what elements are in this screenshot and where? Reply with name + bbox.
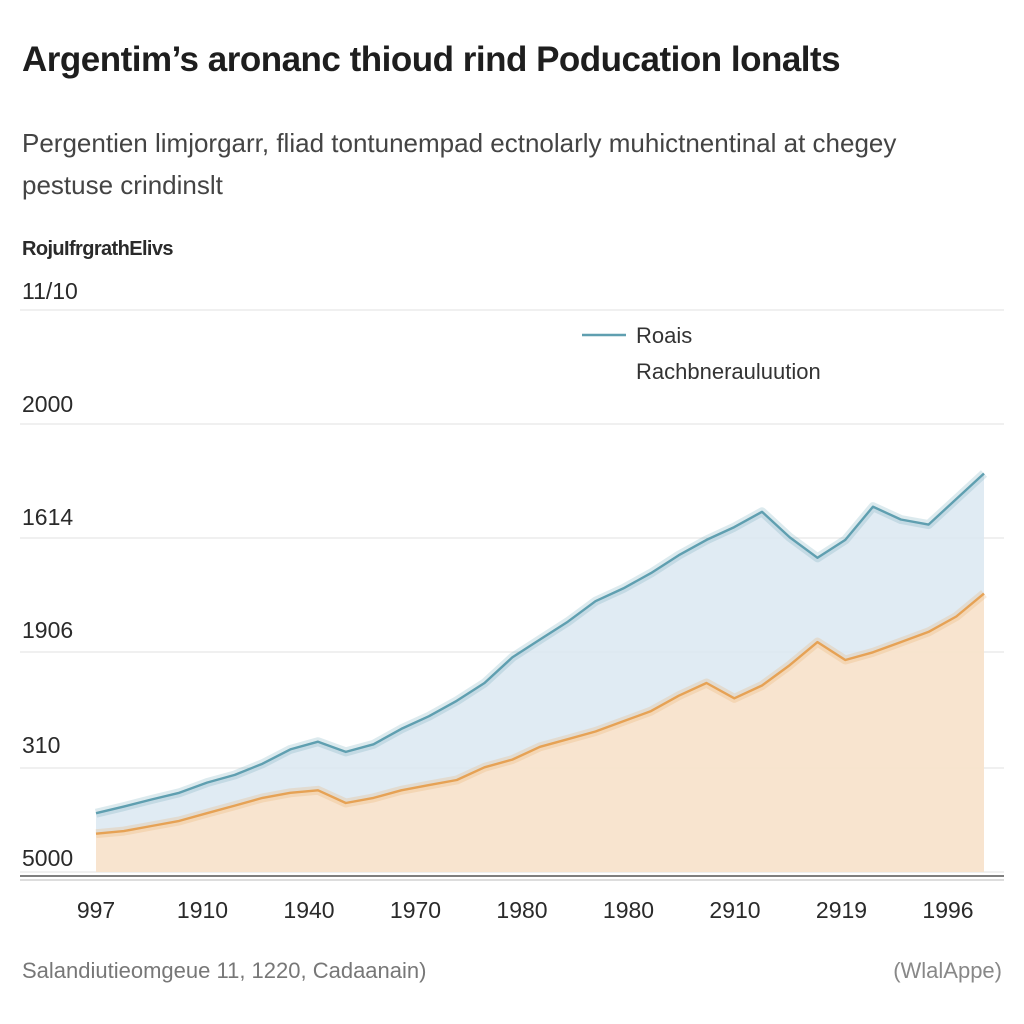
series-areas xyxy=(96,473,984,872)
series-line xyxy=(95,472,985,815)
y-tick-label: 1614 xyxy=(22,504,73,530)
x-tick-label: 1980 xyxy=(603,897,654,923)
series-lines xyxy=(94,470,988,839)
chart-subtitle: Pergentien limjorgarr, fliad tontunempad… xyxy=(22,128,897,200)
x-tick-label: 1940 xyxy=(283,897,334,923)
legend-label: Rachbnerauluution xyxy=(636,359,821,384)
chart-title: Argentim’s aronanc thioud rind Poducatio… xyxy=(22,40,841,79)
x-tick-label: 1980 xyxy=(496,897,547,923)
x-tick-label: 1996 xyxy=(922,897,973,923)
y-tick-label: 1906 xyxy=(22,617,73,643)
y-tick-label: 2000 xyxy=(22,391,73,417)
legend-label: Roais xyxy=(636,323,692,348)
x-tick-label: 2919 xyxy=(816,897,867,923)
x-tick-label: 1910 xyxy=(177,897,228,923)
x-tick-label: 2910 xyxy=(709,897,760,923)
axes xyxy=(20,875,1004,881)
y-tick-label: 11/10 xyxy=(22,278,78,304)
y-tick-label: 310 xyxy=(22,732,60,758)
x-tick-label: 1970 xyxy=(390,897,441,923)
series-area xyxy=(96,593,984,872)
y-tick-label: 5000 xyxy=(22,845,73,871)
credit-note: (WlalAppe) xyxy=(893,958,1002,983)
x-tick-label: 997 xyxy=(77,897,115,923)
series-line xyxy=(95,592,985,835)
y-axis-label: RojuIfrgrathElivs xyxy=(22,238,174,260)
source-note: Salandiutieomgeue 11, 1220, Cadaanain) xyxy=(22,958,427,983)
legend: Roais Rachbnerauluution xyxy=(582,323,821,384)
y-tick-labels: 5000 310 1906 1614 2000 11/10 xyxy=(22,278,78,871)
x-tick-labels: 997 1910 1940 1970 1980 1980 2910 2919 1996 xyxy=(77,897,974,923)
